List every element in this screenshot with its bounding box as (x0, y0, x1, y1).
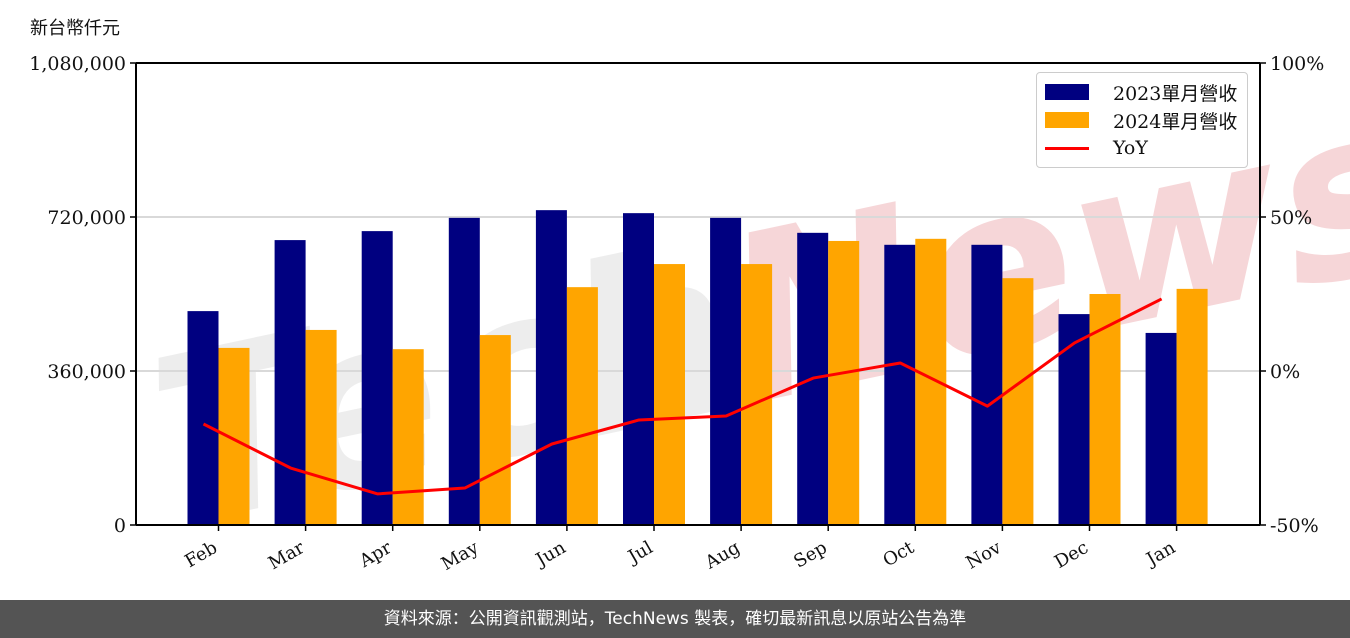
right-tick-label: -50% (1270, 515, 1319, 537)
left-tick-label: 720,000 (47, 207, 126, 229)
x-tick-label-nov: Nov (963, 537, 1006, 574)
bar-2023-may (448, 217, 480, 525)
x-tick-label-jun: Jun (531, 537, 570, 572)
y-axis-unit-label: 新台幣仟元 (30, 18, 120, 39)
yoy-line-series (202, 297, 1163, 496)
legend-item-yoy: YoY (1045, 137, 1148, 159)
x-tick-label-may: May (438, 537, 483, 575)
bar-2023-oct (884, 244, 916, 526)
x-tick-label-dec: Dec (1051, 537, 1092, 573)
bar-2024-nov (1002, 278, 1034, 525)
right-tick-label: 100% (1270, 53, 1324, 75)
bar-2023-aug (710, 217, 742, 525)
left-axis-ticks: 0 360,000 720,000 1,080,000 (29, 53, 136, 537)
left-tick-label: 360,000 (47, 361, 126, 383)
right-axis-ticks: -50% 0% 50% 100% (1260, 53, 1324, 537)
legend-item-2024: 2024單月營收 (1045, 109, 1238, 133)
bar-2024-sep (828, 240, 860, 525)
legend-swatch-2024 (1045, 112, 1089, 128)
bar-2024-apr (392, 349, 424, 525)
x-tick-label-jul: Jul (623, 537, 657, 569)
bar-2023-jun (535, 210, 567, 525)
bar-2023-dec (1058, 314, 1090, 525)
left-tick-label: 1,080,000 (29, 53, 126, 75)
legend-label-yoy: YoY (1113, 137, 1148, 159)
bar-2024-jan (1176, 288, 1208, 525)
bar-2024-aug (741, 264, 773, 525)
right-tick-label: 0% (1270, 361, 1300, 383)
bar-2023-mar (274, 240, 306, 525)
bar-2024-mar (305, 329, 337, 525)
legend-swatch-2023 (1045, 84, 1089, 100)
bar-series (187, 210, 1208, 526)
bar-2024-jun (566, 287, 598, 525)
bar-2024-jul (654, 264, 685, 525)
legend-label-2024: 2024單月營收 (1113, 110, 1238, 133)
x-tick-label-sep: Sep (790, 537, 830, 572)
legend-line-yoy (1045, 146, 1089, 150)
bar-2023-feb (187, 311, 219, 525)
bar-2023-nov (971, 244, 1003, 526)
source-footer: 資料來源：公開資訊觀測站，TechNews 製表，確切最新訊息以原站公告為準 (0, 600, 1350, 638)
x-tick-label-aug: Aug (701, 537, 744, 574)
chart-legend: 2023單月營收 2024單月營收 YoY (1036, 72, 1248, 168)
legend-label-2023: 2023單月營收 (1113, 82, 1238, 105)
x-tick-label-oct: Oct (880, 537, 919, 572)
left-tick-label: 0 (114, 515, 126, 537)
bar-2024-feb (218, 347, 250, 525)
bar-2023-apr (361, 231, 393, 525)
yoy-line (202, 297, 1163, 496)
axes (135, 62, 1261, 526)
bar-2023-jul (623, 213, 654, 525)
right-tick-label: 50% (1270, 207, 1312, 229)
legend-item-2023: 2023單月營收 (1045, 81, 1238, 105)
bar-2024-may (479, 335, 511, 525)
bar-2023-jan (1145, 332, 1177, 525)
x-tick-label-jan: Jan (1141, 537, 1179, 571)
